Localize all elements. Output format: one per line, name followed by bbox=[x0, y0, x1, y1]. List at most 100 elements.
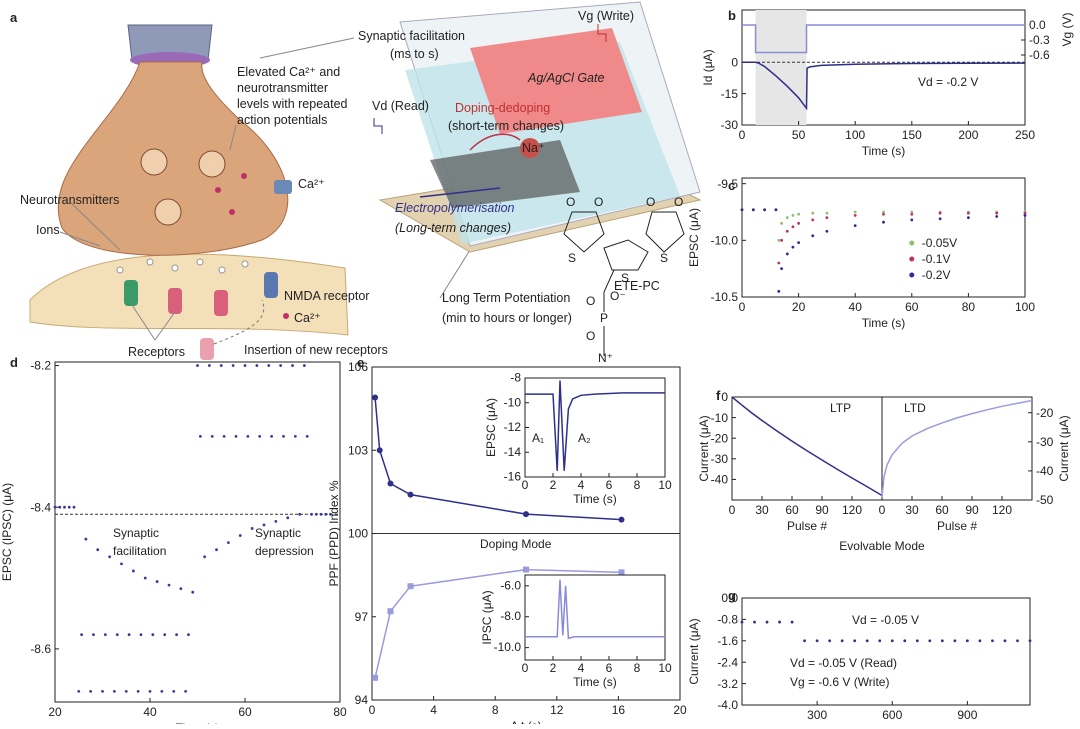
dot bbox=[116, 266, 124, 274]
read-pulse-icon bbox=[373, 118, 383, 134]
y-tick-label: -8.4 bbox=[30, 500, 51, 514]
panel-label: e bbox=[357, 355, 364, 370]
y-tick-label: -8.6 bbox=[30, 642, 51, 656]
data-point bbox=[222, 434, 226, 438]
data-point bbox=[314, 512, 318, 516]
data-point bbox=[740, 208, 744, 212]
x-tick-label: 60 bbox=[785, 503, 799, 517]
data-point bbox=[967, 211, 970, 215]
receptor bbox=[264, 272, 278, 298]
y-tick-label: -8 bbox=[510, 371, 521, 385]
label: (min to hours or longer) bbox=[442, 311, 572, 325]
data-marker bbox=[387, 480, 394, 487]
data-point bbox=[751, 208, 755, 212]
data-line bbox=[525, 380, 665, 471]
data-point bbox=[120, 562, 123, 566]
plot-title: LTP bbox=[830, 401, 851, 415]
shaded-span bbox=[755, 10, 807, 125]
data-point bbox=[1028, 639, 1032, 643]
x-tick-label: 60 bbox=[935, 503, 949, 517]
y-tick-label: -15 bbox=[721, 87, 739, 101]
ring bbox=[603, 239, 649, 271]
y-axis-label: Current (μA) bbox=[1057, 415, 1071, 481]
data-point bbox=[196, 364, 199, 367]
y-tick-label: -9.5 bbox=[717, 177, 738, 191]
data-point bbox=[828, 639, 832, 643]
x-tick-label: 100 bbox=[845, 128, 865, 142]
data-point bbox=[811, 234, 815, 238]
x-tick-label: 2 bbox=[550, 478, 557, 492]
data-point bbox=[115, 633, 119, 637]
x-axis-label: Δ t (s) bbox=[510, 719, 541, 724]
atom: O bbox=[566, 195, 575, 209]
data-point bbox=[329, 512, 332, 516]
annotation: Synaptic bbox=[255, 526, 301, 540]
data-point bbox=[63, 505, 66, 509]
molecule-bonds bbox=[563, 211, 685, 356]
data-point bbox=[882, 210, 885, 214]
label: (Long-term changes) bbox=[395, 221, 511, 235]
data-point bbox=[92, 633, 95, 637]
data-point bbox=[780, 238, 784, 242]
data-point bbox=[160, 689, 164, 693]
data-point bbox=[882, 212, 885, 216]
annotation: Vd = -0.05 V bbox=[852, 613, 919, 627]
inset-frame bbox=[524, 574, 666, 661]
atom: N⁺ bbox=[598, 351, 613, 365]
leader-lines bbox=[59, 37, 471, 341]
data-point bbox=[255, 364, 259, 367]
write-pulse-icon bbox=[597, 24, 607, 42]
x-tick-label: 6 bbox=[606, 478, 613, 492]
annotation: Vd = -0.05 V (Read) bbox=[790, 656, 897, 670]
data-line bbox=[742, 24, 1025, 54]
x-tick-label: 20 bbox=[48, 705, 62, 719]
leader bbox=[259, 37, 355, 59]
data-point bbox=[853, 210, 857, 214]
atom: O bbox=[646, 195, 655, 209]
ring bbox=[645, 211, 685, 253]
atom: O bbox=[586, 329, 595, 343]
x-tick-label: 20 bbox=[673, 703, 687, 717]
x-tick-label: 4 bbox=[578, 478, 585, 492]
data-point bbox=[184, 689, 188, 693]
panel-label: b bbox=[728, 8, 736, 23]
data-point bbox=[298, 512, 302, 516]
data-point bbox=[840, 639, 844, 643]
legend-marker bbox=[909, 256, 915, 262]
vesicle bbox=[154, 198, 182, 226]
label: Long Term Potentiation bbox=[442, 291, 570, 305]
y-axis-label: IPSC (μA) bbox=[480, 590, 494, 644]
data-point bbox=[163, 633, 167, 637]
atom: P bbox=[600, 311, 608, 325]
data-point bbox=[286, 516, 290, 520]
data-point bbox=[938, 217, 942, 221]
y-axis-label: Current (μA) bbox=[687, 618, 701, 684]
data-point bbox=[995, 211, 999, 215]
data-point bbox=[136, 689, 140, 693]
data-point bbox=[1023, 211, 1027, 215]
data-point bbox=[791, 225, 795, 229]
y-tick-label: -16 bbox=[504, 470, 522, 484]
data-point bbox=[302, 364, 306, 367]
data-point bbox=[67, 505, 71, 509]
neurotransmitter-dots bbox=[116, 258, 249, 274]
data-point bbox=[103, 633, 107, 637]
data-point bbox=[139, 633, 143, 637]
data-point bbox=[915, 639, 919, 643]
data-point bbox=[853, 214, 857, 217]
ring bbox=[563, 211, 605, 253]
x-tick-label: 150 bbox=[902, 128, 922, 142]
vesicles bbox=[140, 148, 226, 226]
y2-axis-label: Vg (V) bbox=[1060, 12, 1074, 46]
data-marker bbox=[387, 608, 394, 615]
data-point bbox=[250, 527, 254, 530]
dot bbox=[171, 264, 179, 272]
data-point bbox=[797, 221, 800, 225]
data-point bbox=[175, 633, 179, 637]
y-tick-label: -20 bbox=[1036, 406, 1054, 420]
data-point bbox=[258, 434, 262, 438]
x-tick-label: 30 bbox=[755, 503, 769, 517]
x-tick-label: 8 bbox=[492, 703, 499, 717]
y-tick-label: -4.0 bbox=[717, 698, 738, 712]
data-point bbox=[172, 689, 176, 693]
